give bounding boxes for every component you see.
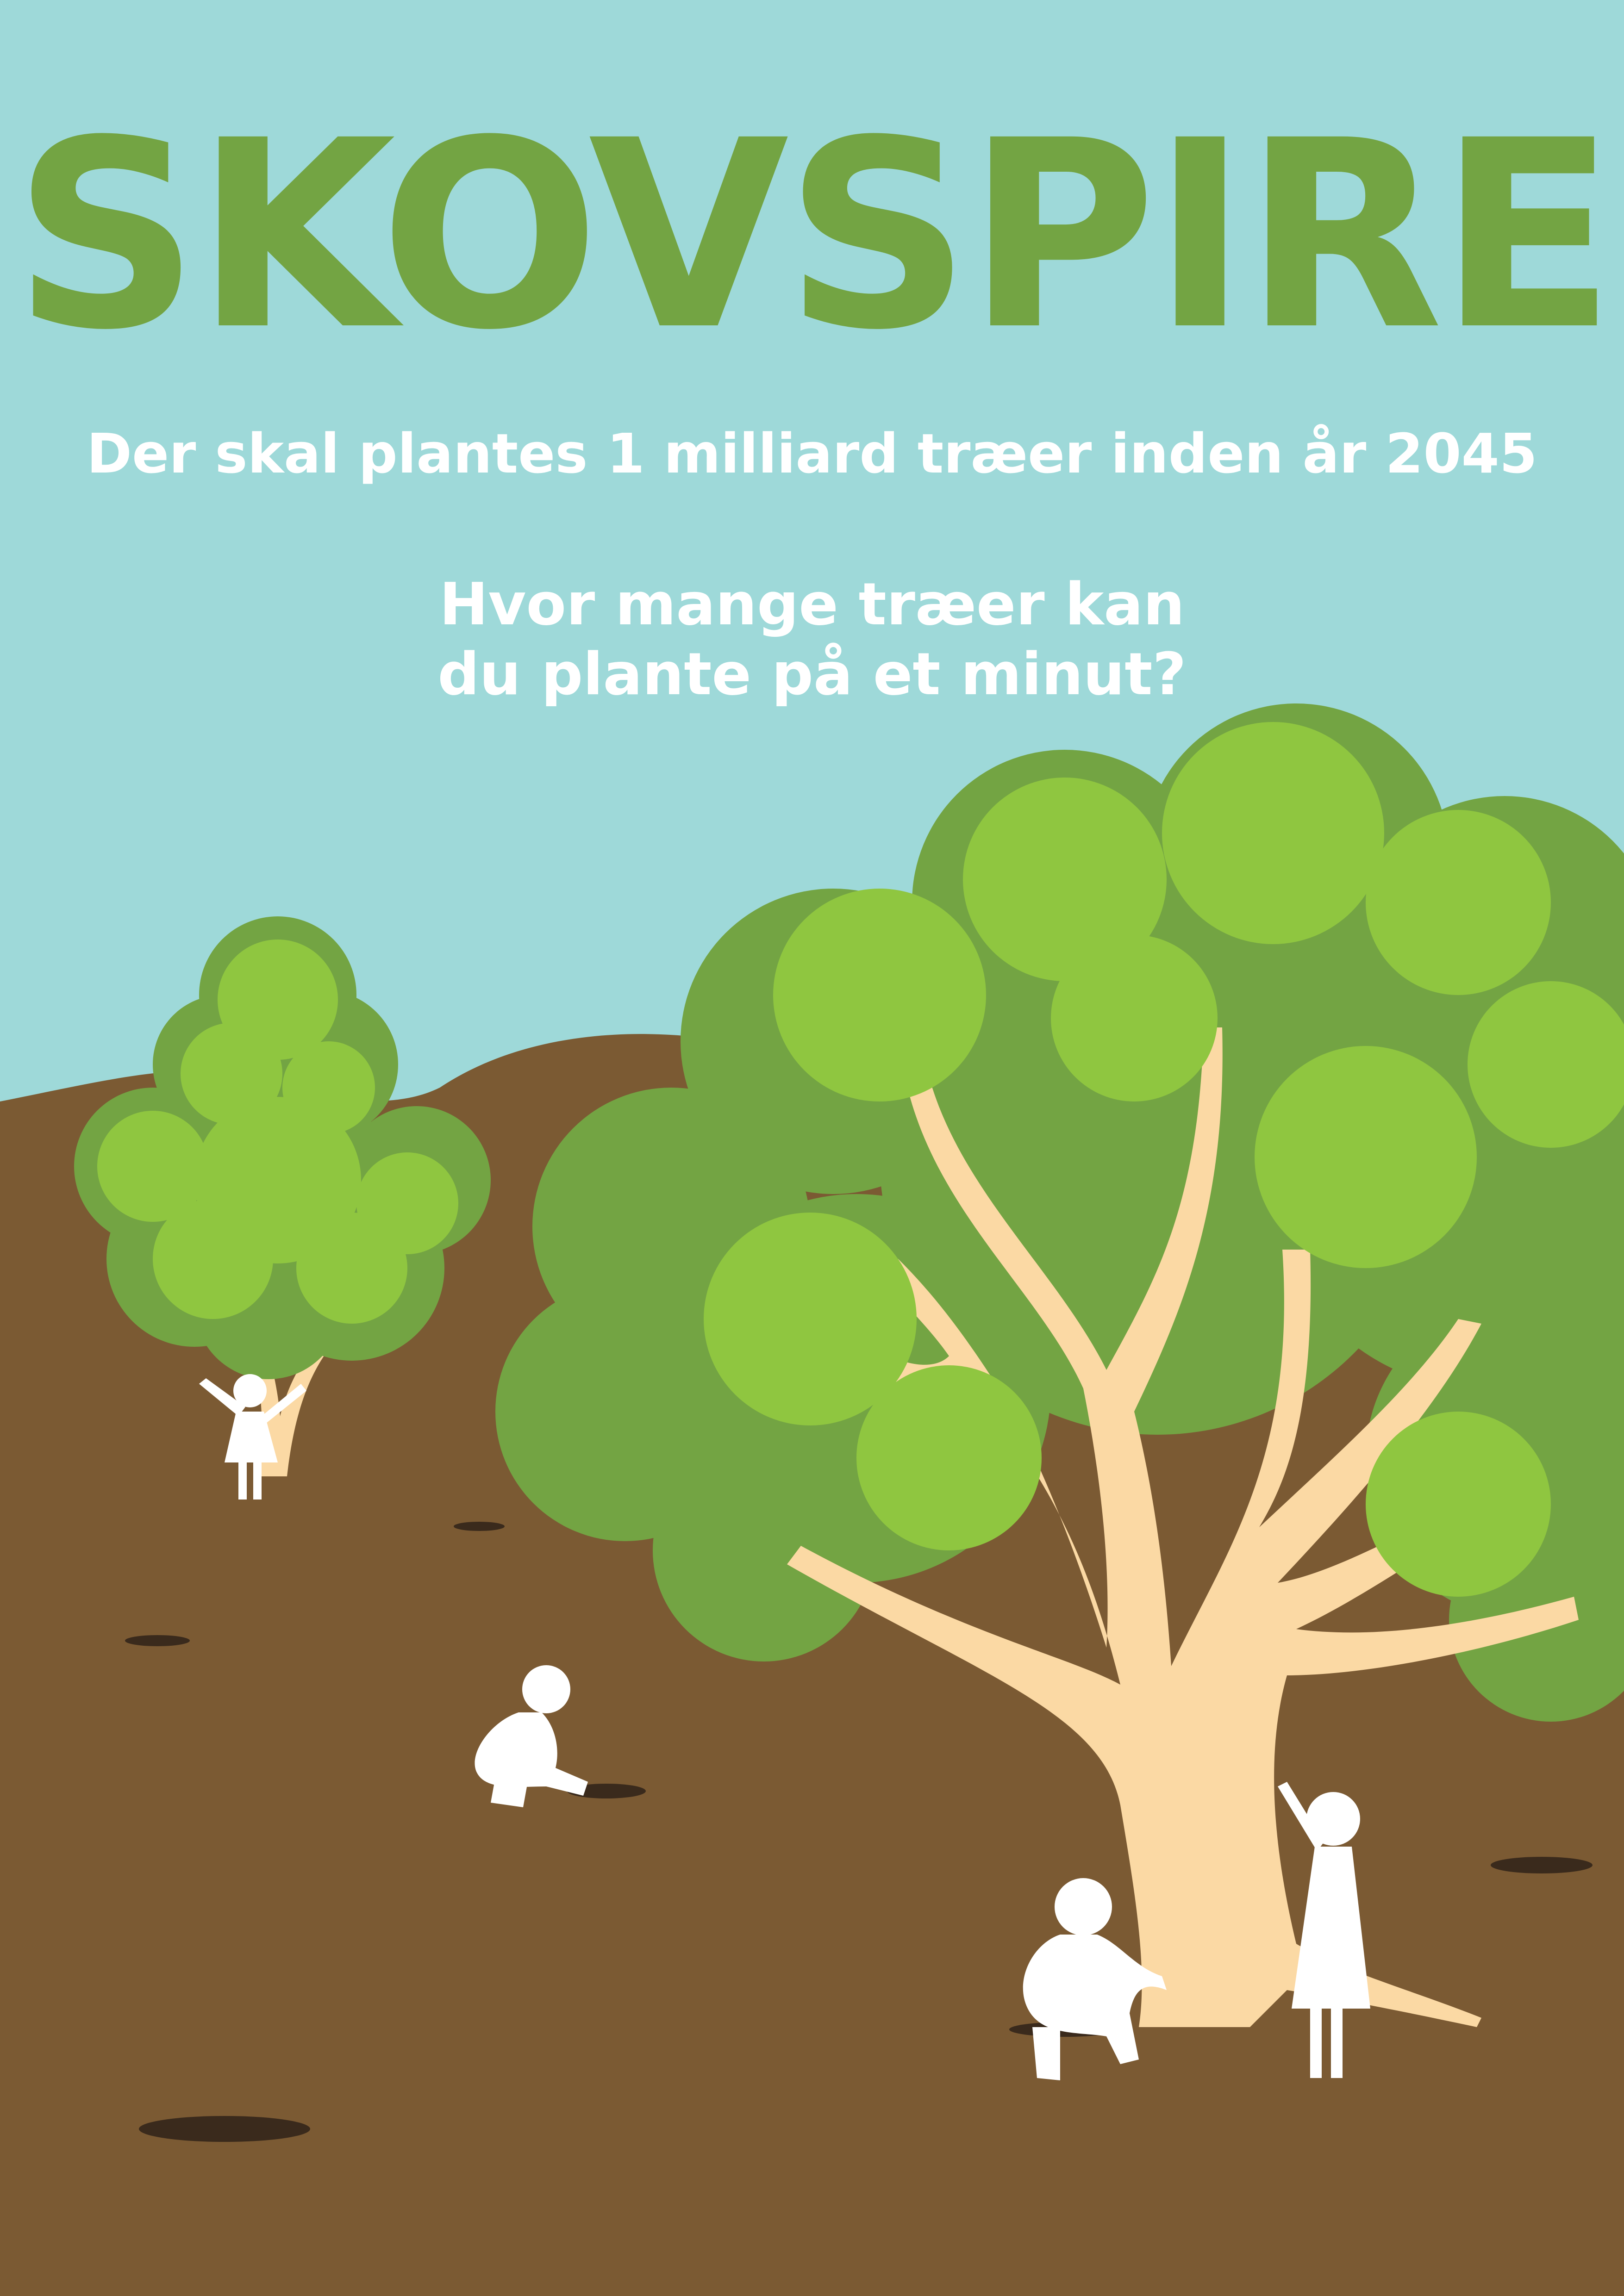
child-crouching-silhouette <box>475 1665 588 1807</box>
hole <box>125 1635 190 1646</box>
small-tree <box>74 916 491 1476</box>
hole <box>139 2116 310 2142</box>
hole <box>454 1522 505 1531</box>
small-tree-canopy <box>74 916 491 1379</box>
logo-wordmark: SKOVSPIRE <box>12 85 1616 387</box>
big-tree-canopy-front <box>704 722 1624 1597</box>
hole <box>567 1784 646 1798</box>
big-tree <box>495 703 1624 2027</box>
headline: Der skal plantes 1 milliard træer inden … <box>87 422 1537 485</box>
question: Hvor mange træer kan du plante på et min… <box>0 569 1624 709</box>
child-arms-raised-silhouette <box>199 1374 306 1500</box>
question-line-1: Hvor mange træer kan <box>439 570 1185 638</box>
question-line-2: du plante på et minut? <box>437 640 1187 709</box>
child-standing-silhouette <box>1278 1782 1370 2078</box>
hole <box>1491 1857 1593 1873</box>
child-kneeling-silhouette <box>1023 1878 1167 2080</box>
